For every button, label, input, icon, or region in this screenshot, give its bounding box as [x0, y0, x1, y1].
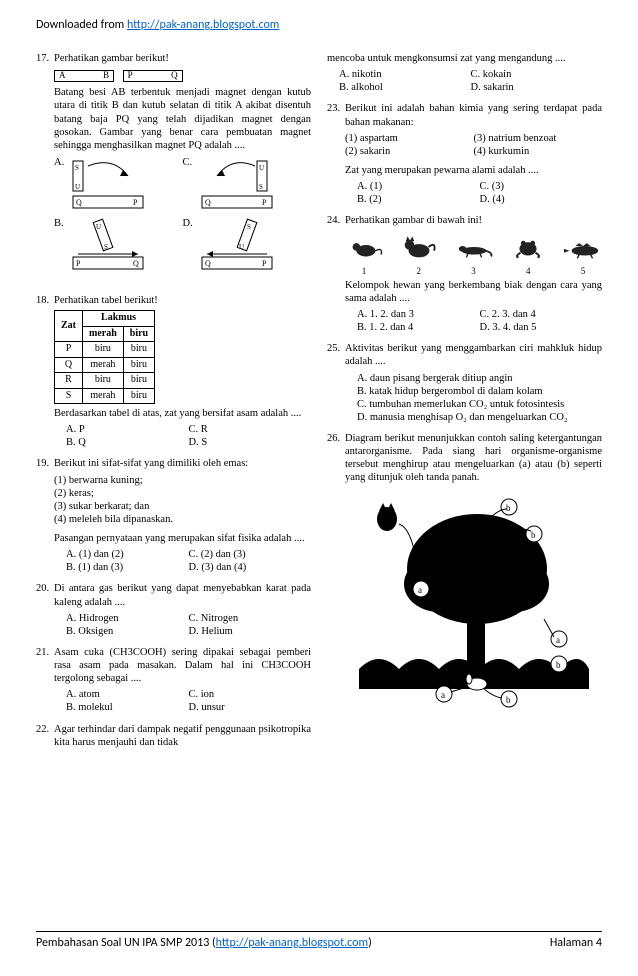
svg-text:S: S — [75, 164, 79, 172]
q18-table: ZatLakmus merahbiru Pbirubiru Qmerahbiru… — [54, 310, 155, 404]
q17-bar-figure: AB PQ — [54, 69, 311, 82]
svg-text:b: b — [506, 503, 511, 513]
q17-title: Perhatikan gambar berikut! — [54, 52, 311, 65]
page-header: Downloaded from http://pak-anang.blogspo… — [36, 18, 602, 32]
animal-mouse-icon: 1 — [345, 233, 383, 276]
svg-text:b: b — [556, 660, 561, 670]
svg-text:Q: Q — [76, 198, 82, 207]
animal-frog-icon: 4 — [509, 233, 547, 276]
content-columns: 17. Perhatikan gambar berikut! AB PQ Bat… — [36, 52, 602, 760]
q17-body: Batang besi AB terbentuk menjadi magnet … — [54, 86, 311, 152]
question-17: 17. Perhatikan gambar berikut! AB PQ Bat… — [36, 52, 311, 286]
footer-link[interactable]: http://pak-anang.blogspot.com — [216, 936, 368, 950]
svg-text:U: U — [96, 223, 101, 231]
q17-diag-b: U S P Q — [68, 217, 158, 272]
svg-text:Q: Q — [205, 198, 211, 207]
q24-animals: 1 2 3 4 5 — [345, 233, 602, 276]
svg-text:a: a — [418, 585, 422, 595]
svg-text:b: b — [531, 530, 536, 540]
q26-ecosystem-diagram: a b b a b a b — [359, 489, 589, 709]
svg-text:P: P — [76, 259, 81, 268]
question-24: 24. Perhatikan gambar di bawah ini! 1 2 … — [327, 214, 602, 334]
question-21: 21. Asam cuka (CH3COOH) sering dipakai s… — [36, 646, 311, 715]
animal-crocodile-icon: 5 — [564, 233, 602, 276]
svg-text:a: a — [441, 690, 445, 700]
question-18: 18. Perhatikan tabel berikut! ZatLakmus … — [36, 294, 311, 450]
svg-text:b: b — [506, 695, 511, 705]
footer-page: Halaman 4 — [550, 936, 602, 950]
svg-text:P: P — [133, 198, 138, 207]
q17-diag-d: S U Q P — [197, 217, 287, 272]
animal-cat-icon: 2 — [400, 233, 438, 276]
footer-text: Pembahasan Soal UN IPA SMP 2013 (http://… — [36, 936, 372, 950]
q17-diag-a: S UQ P — [68, 156, 158, 211]
svg-text:a: a — [556, 635, 560, 645]
svg-text:U: U — [239, 243, 244, 251]
q17-diagrams: A.SUQP C.USQP B.USPQ D.SUQP — [54, 156, 311, 278]
svg-text:U: U — [259, 164, 264, 172]
question-23: 23. Berikut ini adalah bahan kimia yang … — [327, 102, 602, 206]
svg-text:P: P — [262, 198, 267, 207]
q22-continuation: mencoba untuk mengkonsumsi zat yang meng… — [327, 52, 602, 94]
animal-lizard-icon: 3 — [455, 233, 493, 276]
svg-text:S: S — [247, 223, 251, 231]
svg-text:Q: Q — [205, 259, 211, 268]
left-column: 17. Perhatikan gambar berikut! AB PQ Bat… — [36, 52, 311, 760]
q17-diag-c: U S Q P — [197, 156, 287, 211]
svg-text:Q: Q — [133, 259, 139, 268]
svg-text:S: S — [104, 243, 108, 251]
question-20: 20. Di antara gas berikut yang dapat men… — [36, 582, 311, 638]
question-26: 26. Diagram berikut menunjukkan contoh s… — [327, 432, 602, 713]
right-column: mencoba untuk mengkonsumsi zat yang meng… — [327, 52, 602, 760]
svg-text:U: U — [75, 183, 80, 191]
question-25: 25. Aktivitas berikut yang menggambarkan… — [327, 342, 602, 424]
question-22: 22. Agar terhindar dari dampak negatif p… — [36, 723, 311, 752]
page-footer: Pembahasan Soal UN IPA SMP 2013 (http://… — [36, 931, 602, 950]
qnum: 17. — [36, 52, 54, 286]
svg-text:P: P — [262, 259, 267, 268]
header-link[interactable]: http://pak-anang.blogspot.com — [127, 18, 279, 32]
question-19: 19. Berikut ini sifat-sifat yang dimilik… — [36, 457, 311, 574]
svg-text:S: S — [259, 183, 263, 191]
header-prefix: Downloaded from — [36, 18, 127, 32]
